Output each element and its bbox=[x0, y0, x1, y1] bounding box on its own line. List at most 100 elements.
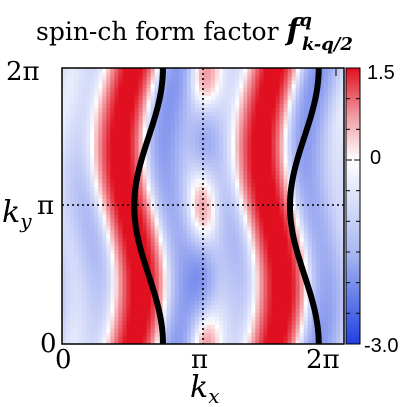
heatmap-cell bbox=[142, 75, 148, 81]
heatmap-cell bbox=[90, 166, 95, 172]
heatmap-cell bbox=[335, 280, 341, 286]
heatmap-cell bbox=[255, 284, 260, 290]
heatmap-cell bbox=[86, 186, 91, 191]
heatmap-cell bbox=[271, 280, 277, 286]
heatmap-cell bbox=[102, 83, 107, 89]
heatmap-cell bbox=[255, 178, 260, 183]
heatmap-cell bbox=[70, 213, 75, 219]
heatmap-cell bbox=[162, 213, 168, 219]
heatmap-cell bbox=[231, 229, 236, 235]
heatmap-cell bbox=[182, 127, 188, 132]
heatmap-cell bbox=[311, 257, 317, 262]
heatmap-cell bbox=[70, 158, 75, 164]
heatmap-cell bbox=[231, 253, 236, 258]
heatmap-cell bbox=[247, 225, 252, 231]
heatmap-cell bbox=[82, 107, 87, 112]
heatmap-cell bbox=[70, 99, 75, 105]
heatmap-cell bbox=[255, 131, 260, 136]
heatmap-cell bbox=[178, 221, 184, 227]
heatmap-cell bbox=[279, 273, 285, 278]
heatmap-cell bbox=[162, 150, 168, 156]
heatmap-cell bbox=[275, 276, 281, 282]
heatmap-cell bbox=[98, 131, 103, 136]
heatmap-cell bbox=[198, 292, 204, 298]
heatmap-cell bbox=[106, 79, 111, 85]
heatmap-cell bbox=[102, 95, 107, 101]
heatmap-cell bbox=[138, 217, 144, 223]
heatmap-cell bbox=[239, 103, 244, 109]
heatmap-cell bbox=[118, 217, 124, 223]
heatmap-cell bbox=[335, 107, 341, 112]
heatmap-cell bbox=[98, 87, 103, 93]
heatmap-cell bbox=[331, 135, 337, 140]
heatmap-cell bbox=[239, 91, 244, 97]
heatmap-cell bbox=[207, 127, 212, 132]
heatmap-cell bbox=[259, 182, 265, 187]
heatmap-cell bbox=[70, 170, 75, 176]
heatmap-cell bbox=[263, 288, 269, 294]
heatmap-cell bbox=[303, 308, 309, 314]
heatmap-cell bbox=[331, 276, 337, 282]
heatmap-cell bbox=[323, 71, 329, 77]
heatmap-cell bbox=[279, 241, 285, 247]
heatmap-cell bbox=[339, 304, 344, 310]
heatmap-cell bbox=[150, 190, 156, 195]
heatmap-cell bbox=[227, 328, 232, 333]
heatmap-cell bbox=[215, 146, 220, 152]
heatmap-cell bbox=[219, 237, 224, 243]
heatmap-cell bbox=[174, 332, 180, 337]
heatmap-cell bbox=[86, 162, 91, 168]
heatmap-cell bbox=[86, 115, 91, 120]
heatmap-cell bbox=[239, 328, 244, 333]
heatmap-cell bbox=[166, 296, 172, 302]
heatmap-cell bbox=[150, 225, 156, 231]
heatmap-cell bbox=[122, 245, 128, 250]
heatmap-cell bbox=[110, 138, 115, 144]
heatmap-cell bbox=[275, 91, 281, 97]
heatmap-cell bbox=[227, 131, 232, 136]
heatmap-cell bbox=[166, 150, 172, 156]
heatmap-cell bbox=[259, 213, 265, 219]
heatmap-cell bbox=[291, 213, 297, 219]
heatmap-cell bbox=[303, 162, 309, 168]
heatmap-cell bbox=[154, 174, 160, 179]
heatmap-cell bbox=[66, 340, 71, 344]
heatmap-cell bbox=[142, 280, 148, 286]
heatmap-cell bbox=[203, 138, 208, 144]
heatmap-cell bbox=[303, 217, 309, 223]
heatmap-cell bbox=[239, 280, 244, 286]
heatmap-cell bbox=[211, 142, 216, 148]
heatmap-cell bbox=[263, 269, 269, 274]
heatmap-cell bbox=[323, 324, 329, 329]
heatmap-cell bbox=[311, 166, 317, 172]
heatmap-cell bbox=[303, 95, 309, 101]
heatmap-cell bbox=[194, 146, 200, 152]
heatmap-cell bbox=[126, 146, 132, 152]
heatmap-cell bbox=[78, 320, 83, 325]
heatmap-cell bbox=[251, 237, 256, 243]
heatmap-cell bbox=[319, 111, 325, 116]
heatmap-cell bbox=[243, 68, 248, 73]
heatmap-cell bbox=[146, 158, 152, 164]
heatmap-cell bbox=[78, 182, 83, 187]
heatmap-cell bbox=[162, 127, 168, 132]
heatmap-cell bbox=[114, 280, 119, 286]
heatmap-cell bbox=[311, 273, 317, 278]
heatmap-cell bbox=[327, 131, 333, 136]
heatmap-cell bbox=[243, 198, 248, 203]
heatmap-cell bbox=[130, 332, 136, 337]
heatmap-cell bbox=[182, 107, 188, 112]
heatmap-cell bbox=[178, 135, 184, 140]
heatmap-cell bbox=[275, 166, 281, 172]
heatmap-cell bbox=[142, 249, 148, 254]
heatmap-cell bbox=[122, 233, 128, 239]
heatmap-cell bbox=[275, 328, 281, 333]
heatmap-cell bbox=[231, 87, 236, 93]
heatmap-cell bbox=[207, 138, 212, 144]
heatmap-cell bbox=[279, 146, 285, 152]
heatmap-cell bbox=[231, 95, 236, 101]
heatmap-cell bbox=[130, 253, 136, 258]
heatmap-cell bbox=[70, 178, 75, 183]
heatmap-cell bbox=[66, 166, 71, 172]
heatmap-cell bbox=[251, 146, 256, 152]
